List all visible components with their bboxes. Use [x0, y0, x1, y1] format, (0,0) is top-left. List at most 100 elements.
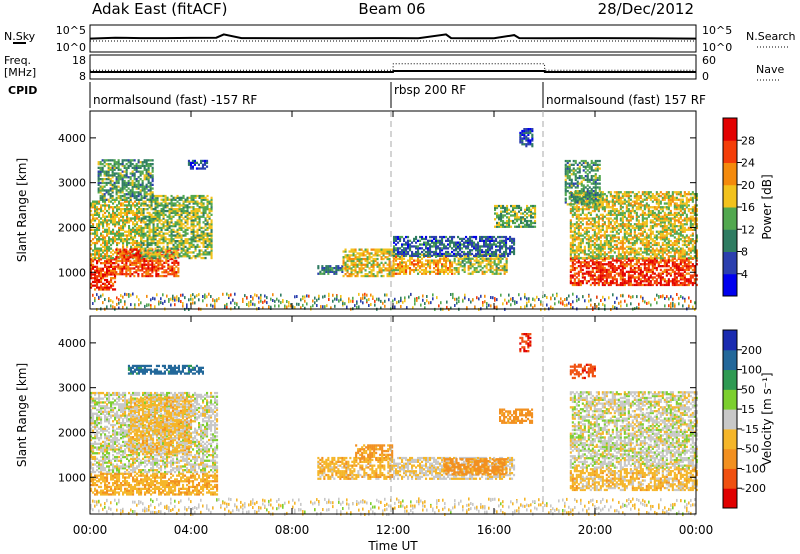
range-gate-cell — [200, 253, 203, 256]
range-gate-cell — [102, 200, 105, 203]
range-gate-cell — [174, 213, 177, 216]
range-gate-cell — [150, 249, 153, 252]
range-gate-cell — [427, 252, 430, 256]
range-gate-cell — [182, 255, 185, 258]
range-gate-cell — [597, 226, 600, 230]
range-gate-cell — [423, 268, 426, 272]
range-gate-cell — [96, 267, 99, 270]
range-gate-cell — [136, 217, 139, 220]
range-gate-cell — [106, 247, 109, 250]
range-gate-cell — [585, 238, 588, 241]
range-gate-cell — [114, 265, 117, 268]
range-gate-cell — [106, 209, 109, 213]
range-gate-cell — [388, 271, 391, 274]
range-gate-cell — [607, 209, 610, 213]
range-gate-cell — [150, 204, 153, 207]
range-gate-cell — [605, 241, 608, 245]
range-gate-cell — [649, 281, 652, 285]
range-gate-cell — [597, 253, 600, 256]
range-gate-cell — [118, 219, 121, 222]
range-gate-cell — [587, 263, 590, 266]
range-gate-cell — [154, 211, 157, 215]
range-gate-cell — [508, 218, 511, 221]
range-gate-cell — [97, 187, 100, 190]
range-gate-cell — [511, 237, 514, 241]
range-gate-cell — [665, 263, 668, 266]
range-gate-cell — [160, 249, 163, 252]
range-gate-cell — [204, 234, 207, 237]
range-gate-cell — [143, 161, 146, 164]
range-gate-cell — [587, 261, 590, 264]
range-gate-cell — [118, 241, 121, 245]
range-gate-cell — [673, 280, 676, 283]
range-gate-cell — [651, 270, 654, 273]
range-gate-cell — [188, 238, 191, 241]
range-gate-cell — [453, 252, 456, 256]
range-gate-cell — [499, 261, 502, 264]
range-gate-cell — [146, 241, 149, 245]
range-gate-cell — [137, 254, 140, 257]
range-gate-cell — [191, 165, 194, 168]
range-gate-cell — [102, 230, 105, 233]
range-gate-cell — [599, 278, 602, 281]
range-gate-cell — [126, 217, 129, 220]
range-gate-cell — [506, 206, 509, 210]
range-gate-cell — [504, 225, 507, 228]
range-gate-cell — [168, 209, 171, 213]
range-gate-cell — [599, 194, 602, 198]
range-gate-cell — [125, 259, 128, 263]
range-gate-cell — [637, 274, 640, 277]
range-gate-cell — [104, 206, 107, 209]
range-gate-cell — [174, 202, 177, 205]
range-gate-cell — [358, 271, 361, 274]
range-gate-cell — [122, 232, 125, 235]
range-gate-cell — [92, 284, 95, 287]
range-gate-cell — [498, 223, 501, 226]
range-gate-cell — [170, 215, 173, 218]
range-gate-cell — [573, 206, 576, 209]
range-gate-cell — [130, 230, 133, 233]
range-gate-cell — [190, 223, 193, 226]
range-gate-cell — [617, 200, 620, 203]
range-gate-cell — [619, 240, 622, 243]
range-gate-cell — [144, 232, 147, 235]
range-gate-cell — [419, 259, 422, 262]
range-gate-cell — [153, 265, 156, 268]
range-gate-cell — [108, 215, 111, 218]
range-gate-cell — [613, 202, 616, 205]
range-gate-cell — [122, 215, 125, 218]
range-gate-cell — [184, 200, 187, 203]
range-gate-cell — [687, 265, 690, 268]
range-gate-cell — [523, 131, 526, 135]
range-gate-cell — [523, 133, 526, 136]
range-gate-cell — [196, 255, 199, 258]
range-gate-cell — [150, 241, 153, 245]
range-gate-cell — [106, 271, 109, 274]
range-gate-cell — [114, 234, 117, 237]
range-gate-cell — [98, 271, 101, 274]
range-gate-cell — [202, 251, 205, 254]
range-gate-cell — [113, 161, 116, 164]
range-gate-cell — [587, 247, 590, 250]
range-gate-cell — [433, 261, 436, 264]
range-gate-cell — [685, 283, 688, 287]
range-gate-cell — [601, 253, 604, 256]
range-gate-cell — [165, 261, 168, 264]
range-gate-cell — [471, 243, 474, 246]
range-gate-cell — [463, 257, 466, 260]
range-gate-cell — [569, 253, 572, 256]
range-gate-cell — [144, 243, 147, 247]
range-gate-cell — [151, 176, 154, 179]
range-gate-cell — [607, 276, 610, 279]
range-gate-cell — [393, 239, 396, 242]
range-gate-cell — [441, 249, 444, 252]
range-gate-cell — [94, 236, 97, 239]
range-gate-cell — [109, 187, 112, 190]
range-gate-cell — [455, 247, 458, 250]
range-gate-cell — [469, 235, 472, 239]
range-gate-cell — [569, 245, 572, 248]
range-gate-cell — [325, 265, 328, 268]
range-gate-cell — [501, 235, 504, 239]
range-gate-cell — [160, 223, 163, 226]
range-gate-cell — [94, 277, 97, 280]
